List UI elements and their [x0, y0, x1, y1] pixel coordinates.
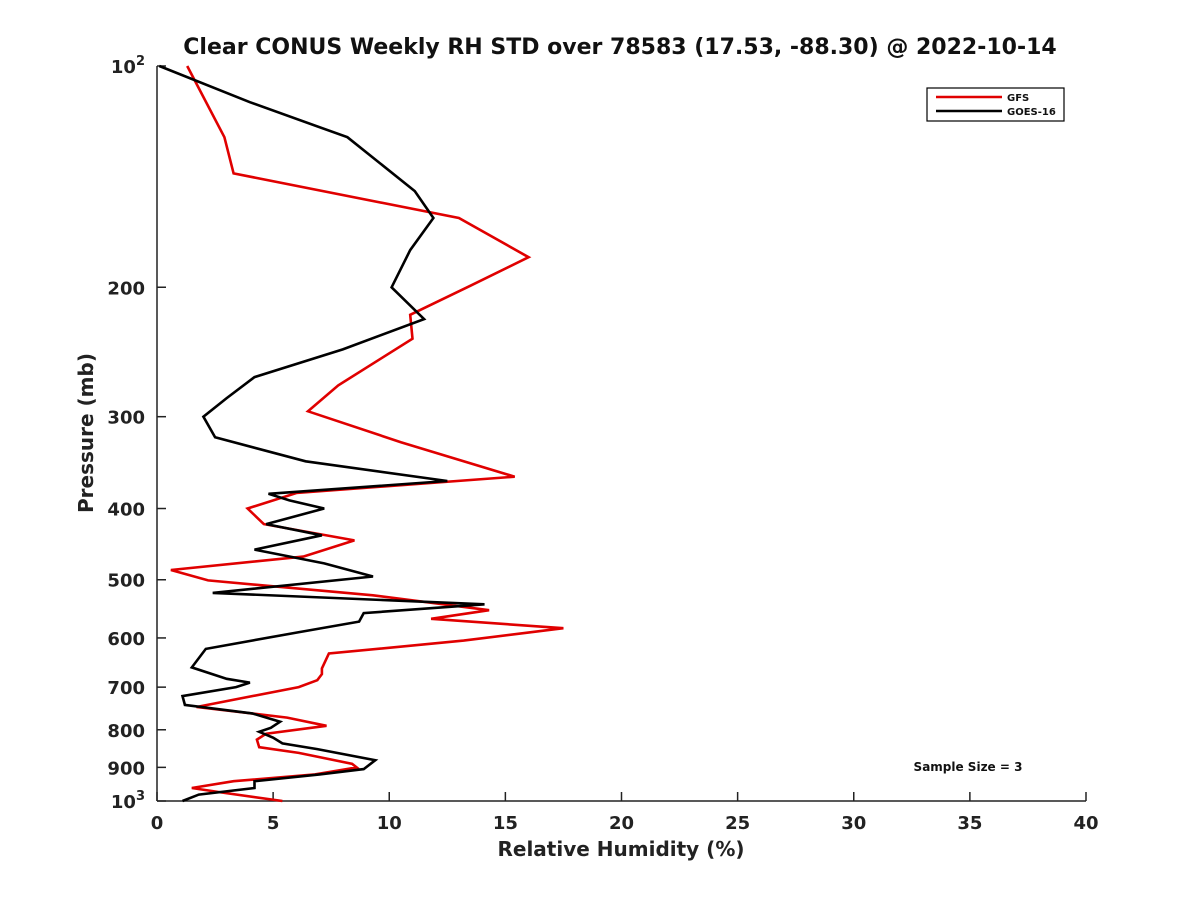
chart-title: Clear CONUS Weekly RH STD over 78583 (17… — [183, 35, 1056, 60]
x-tick-label: 35 — [957, 813, 982, 834]
x-axis-label: Relative Humidity (%) — [497, 837, 744, 861]
series-line-goes16 — [158, 64, 485, 803]
x-tick-label: 25 — [725, 813, 750, 834]
legend-box — [926, 87, 1065, 122]
y-tick-label: 800 — [107, 721, 145, 742]
y-tick-label: 102 — [111, 54, 145, 78]
x-tick-label: 10 — [377, 813, 402, 834]
x-axis-ticks: 0 5 10 15 20 25 30 35 40 — [151, 792, 1099, 834]
legend-label-gfs: GFS — [1007, 93, 1029, 104]
x-tick-label: 0 — [151, 813, 164, 834]
x-tick-label: 5 — [267, 813, 280, 834]
y-tick-label: 200 — [107, 278, 145, 299]
y-tick-label: 500 — [107, 571, 145, 592]
series-layer — [158, 64, 564, 803]
series-line-gfs — [170, 65, 564, 803]
x-tick-label: 40 — [1073, 813, 1098, 834]
y-tick-label: 400 — [107, 500, 145, 521]
y-axis-label: Pressure (mb) — [74, 353, 98, 513]
y-tick-label: 700 — [107, 678, 145, 699]
y-tick-label: 600 — [107, 629, 145, 650]
legend-label-goes16: GOES-16 — [1007, 107, 1056, 118]
plot-area — [156, 66, 1086, 802]
x-tick-label: 30 — [841, 813, 866, 834]
legend: GFS GOES-16 — [926, 87, 1065, 122]
y-tick-label: 900 — [107, 758, 145, 779]
y-tick-label: 103 — [111, 789, 145, 813]
x-tick-label: 15 — [493, 813, 518, 834]
x-tick-label: 20 — [609, 813, 634, 834]
sample-size-annotation: Sample Size = 3 — [914, 760, 1023, 774]
y-axis-ticks: 102 200 300 400 500 600 700 800 900 103 — [107, 54, 166, 813]
y-tick-label: 300 — [107, 408, 145, 429]
